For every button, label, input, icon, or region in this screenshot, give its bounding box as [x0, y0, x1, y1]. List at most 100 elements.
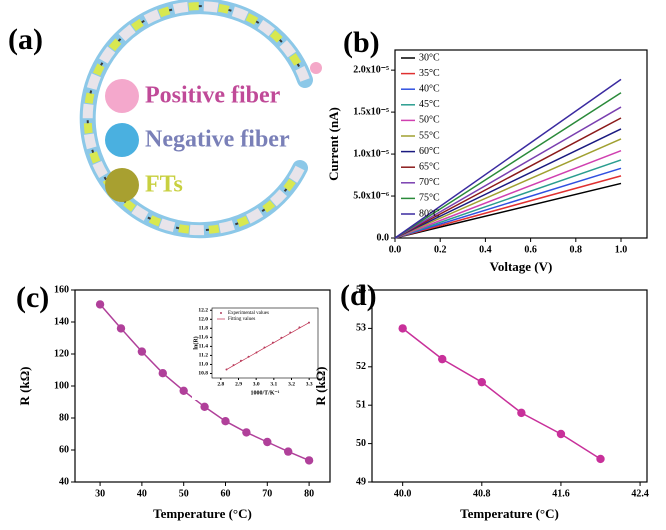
x-tick-label: 3.3 [306, 381, 313, 387]
x-tick-label: 2.8 [217, 381, 224, 387]
legend-label: 30°C [419, 52, 440, 63]
legend-label: 75°C [419, 193, 440, 204]
x-axis-label: Voltage (V) [490, 259, 553, 274]
plot-frame [211, 307, 319, 379]
legend-label: Negative fiber [145, 127, 290, 153]
data-point [200, 402, 209, 411]
series-line [394, 182, 622, 239]
x-tick-label: 42.4 [631, 488, 649, 499]
x-tick-label: 40.8 [473, 488, 491, 499]
x-tick-label: 0.0 [389, 244, 402, 255]
y-tick-label: 51 [356, 399, 366, 410]
y-tick-label: 1.0x10⁻⁵ [353, 148, 389, 159]
y-axis-label: R (kΩ) [17, 367, 32, 406]
fiber-ring [79, 0, 322, 239]
x-tick-label: 40 [137, 488, 147, 499]
legend-swatch [105, 123, 139, 157]
y-tick-label: 40 [59, 476, 69, 487]
legend-label: 70°C [419, 177, 440, 188]
x-tick-label: 2.9 [235, 381, 242, 387]
series-line [394, 138, 622, 239]
data-point [158, 369, 167, 378]
data-point [556, 429, 566, 439]
data-point [304, 456, 314, 465]
y-axis-label: R (kΩ) [313, 367, 328, 406]
x-tick-label: 0.8 [570, 244, 583, 255]
y-tick-label: 10.8 [198, 371, 208, 377]
legend-label: Positive fiber [145, 83, 281, 109]
data-point [137, 347, 147, 356]
data-point [438, 354, 447, 364]
legend-label: 60°C [419, 146, 440, 157]
x-tick-label: 50 [179, 488, 189, 499]
x-axis-label: Temperature (°C) [153, 506, 252, 521]
y-axis-label: Current (nA) [326, 107, 341, 181]
series-line [394, 159, 622, 239]
data-point [95, 300, 105, 309]
x-tick-label: 3.0 [253, 381, 260, 387]
series-line [226, 322, 310, 370]
series-line [394, 117, 622, 239]
y-tick-label: 50 [356, 438, 366, 449]
y-tick-label: 120 [54, 348, 69, 359]
y-tick-label: 12.2 [198, 308, 208, 314]
legend-label: Experimental values [228, 311, 269, 316]
legend-label: 65°C [419, 161, 440, 172]
y-tick-label: 5.0x10⁻⁶ [353, 190, 389, 201]
panel-label: (d) [340, 279, 377, 312]
data-point [596, 454, 605, 464]
x-tick-label: 0.2 [434, 244, 447, 255]
y-tick-label: 54 [356, 284, 366, 295]
series-line [394, 167, 622, 239]
x-tick-label: 3.2 [288, 381, 295, 387]
y-axis-label: ln(R) [192, 336, 199, 349]
y-tick-label: 1.5x10⁻⁵ [353, 106, 389, 117]
data-point [263, 437, 272, 447]
legend-swatch [105, 79, 139, 113]
legend-label: FTs [145, 172, 183, 198]
series-line [394, 106, 622, 239]
series-line [394, 128, 622, 239]
series-line [402, 327, 601, 460]
legend-label: 35°C [419, 68, 440, 79]
x-axis-label: 1000/T/K⁻¹ [251, 390, 280, 396]
x-tick-label: 70 [262, 488, 272, 499]
y-tick-label: 49 [356, 476, 366, 487]
y-tick-label: 0.0 [377, 232, 390, 243]
inset-background [192, 302, 324, 400]
legend-label: 50°C [419, 115, 440, 126]
y-tick-label: 53 [356, 323, 366, 334]
legend-label: Fitting values [228, 317, 255, 322]
y-tick-label: 11.6 [199, 335, 209, 341]
y-tick-label: 140 [54, 316, 69, 327]
series-line [394, 92, 622, 239]
y-tick-label: 160 [54, 284, 69, 295]
series-line [394, 175, 622, 239]
legend-label: 80°C [419, 208, 440, 219]
legend-swatch [105, 168, 139, 202]
x-tick-label: 0.6 [524, 244, 537, 255]
x-axis-label: Temperature (°C) [460, 506, 559, 521]
y-tick-label: 11.0 [199, 362, 209, 368]
x-tick-label: 40.0 [394, 488, 412, 499]
data-point [517, 408, 526, 418]
legend-label: 40°C [419, 83, 440, 94]
y-tick-label: 60 [59, 444, 69, 455]
y-tick-label: 80 [59, 412, 69, 423]
y-tick-label: 12.0 [198, 317, 208, 323]
data-point [242, 428, 251, 437]
plot-frame [371, 289, 648, 483]
y-tick-label: 2.0x10⁻⁵ [353, 64, 389, 75]
data-point [283, 447, 293, 456]
y-tick-label: 11.2 [199, 353, 209, 359]
data-point [179, 386, 188, 395]
x-tick-label: 60 [220, 488, 230, 499]
y-tick-label: 52 [356, 361, 366, 372]
data-point [221, 417, 230, 426]
legend-label: 45°C [419, 99, 440, 110]
y-tick-label: 100 [54, 380, 69, 391]
x-tick-label: 41.6 [552, 488, 570, 499]
x-tick-label: 0.4 [479, 244, 492, 255]
y-tick-label: 11.8 [199, 326, 209, 332]
